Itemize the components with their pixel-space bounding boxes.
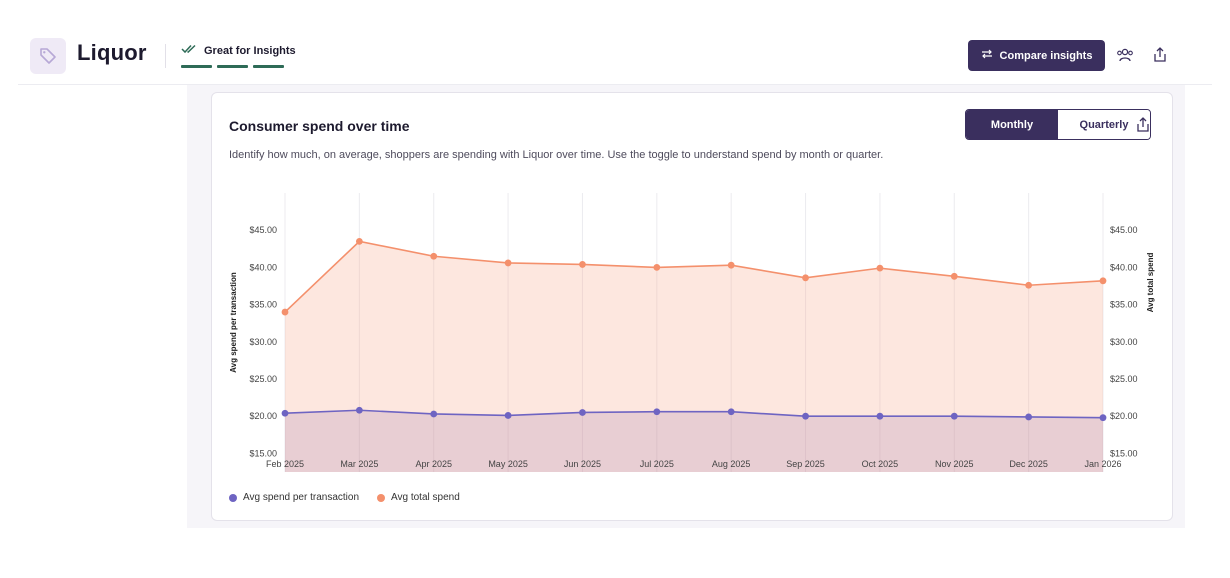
y-tick-label: $15.00 [1110, 448, 1138, 458]
area-transaction [285, 410, 1103, 472]
x-tick-label: Aug 2025 [712, 459, 751, 469]
data-point [1025, 281, 1033, 289]
insight-badge-label: Great for Insights [204, 44, 296, 57]
chart-areas [285, 241, 1103, 472]
rating-bar [253, 65, 284, 68]
right-y-axis-label: Avg total spend [1146, 253, 1155, 313]
data-point [430, 410, 438, 418]
insight-rating-bars [181, 65, 296, 68]
x-tick-label: Jan 2026 [1084, 459, 1121, 469]
data-point [579, 261, 586, 268]
data-point [727, 408, 735, 416]
x-tick-label: Feb 2025 [266, 459, 304, 469]
line-transaction [284, 409, 1104, 419]
header-divider [18, 84, 1212, 85]
data-point [355, 237, 363, 245]
data-point [653, 408, 661, 416]
y-tick-label: $15.00 [249, 448, 277, 458]
left-y-ticks: $15.00 $20.00 $25.00 $30.00 $35.00 $40.00 $45.… [249, 225, 277, 458]
insight-rating-badge: Great for Insights [181, 44, 296, 68]
data-point [1099, 277, 1107, 285]
y-tick-label: $20.00 [249, 411, 277, 421]
share-icon[interactable] [1150, 45, 1170, 65]
page-title: Liquor [77, 40, 147, 65]
audience-icon[interactable] [1115, 45, 1135, 65]
rating-bar [181, 65, 212, 68]
category-tag-icon [30, 38, 66, 74]
y-tick-label: $40.00 [249, 262, 277, 272]
y-tick-label: $45.00 [249, 225, 277, 235]
x-tick-label: Jun 2025 [564, 459, 601, 469]
y-tick-label: $35.00 [1110, 300, 1138, 310]
chart-lines [284, 240, 1104, 419]
compare-insights-button[interactable]: Compare insights [968, 40, 1105, 71]
quarterly-toggle-button[interactable]: Quarterly [1058, 110, 1150, 139]
y-tick-label: $25.00 [1110, 374, 1138, 384]
consumer-spend-card: Consumer spend over time Identify how mu… [211, 92, 1173, 521]
title-divider [165, 44, 166, 68]
y-tick-label: $45.00 [1110, 225, 1138, 235]
x-tick-label: Mar 2025 [340, 459, 378, 469]
legend-item-transaction[interactable]: Avg spend per transaction [229, 492, 359, 503]
left-y-axis-label: Avg spend per transaction [229, 272, 238, 373]
data-point [355, 406, 363, 414]
y-tick-label: $30.00 [249, 337, 277, 347]
compare-insights-label: Compare insights [999, 49, 1093, 62]
data-point [950, 272, 958, 280]
page-header: Liquor Great for Insights Compare insigh… [0, 0, 1230, 84]
x-tick-label: Sep 2025 [786, 459, 825, 469]
data-point [504, 412, 512, 419]
y-tick-label: $25.00 [249, 374, 277, 384]
data-point [504, 259, 512, 267]
data-point [802, 412, 809, 420]
x-tick-label: Oct 2025 [862, 459, 899, 469]
legend-item-total[interactable]: Avg total spend [377, 492, 460, 503]
y-tick-label: $35.00 [249, 300, 277, 310]
data-point [876, 412, 884, 420]
data-point [281, 308, 289, 316]
legend-dot [229, 493, 237, 502]
legend-label: Avg spend per transaction [243, 492, 360, 503]
data-point [802, 274, 809, 282]
data-point [950, 412, 958, 420]
period-toggle: Monthly Quarterly [965, 109, 1151, 140]
data-point [430, 252, 438, 260]
data-point [1025, 413, 1033, 421]
card-description: Identify how much, on average, shoppers … [229, 149, 884, 161]
rating-bar [217, 65, 248, 68]
chart-legend: Avg spend per transaction Avg total spen… [229, 492, 460, 503]
right-y-ticks: $15.00 $20.00 $25.00 $30.00 $35.00 $40.00 $45.… [1110, 225, 1138, 458]
x-tick-label: Nov 2025 [935, 459, 974, 469]
spend-chart: $15.00 $20.00 $25.00 $30.00 $35.00 $40.00 $45.… [229, 193, 1155, 472]
y-tick-label: $40.00 [1110, 262, 1138, 272]
x-tick-label: Dec 2025 [1009, 459, 1048, 469]
y-tick-label: $30.00 [1110, 337, 1138, 347]
x-tick-label: Jul 2025 [640, 459, 674, 469]
data-point [281, 409, 289, 417]
legend-label: Avg total spend [391, 492, 460, 503]
data-point [876, 264, 884, 272]
compare-arrows-icon [981, 49, 993, 62]
data-point [727, 261, 735, 269]
data-point [1099, 414, 1107, 422]
x-ticks: Feb 2025 Mar 2025 Apr 2025 May 2025 Jun 2025… [266, 459, 1122, 469]
chart-points [281, 237, 1107, 422]
data-point [579, 409, 586, 416]
x-tick-label: May 2025 [488, 459, 528, 469]
data-point [653, 264, 661, 271]
x-tick-label: Apr 2025 [415, 459, 452, 469]
card-title: Consumer spend over time [229, 118, 410, 134]
chart-share-icon[interactable] [1133, 115, 1153, 135]
monthly-toggle-button[interactable]: Monthly [966, 110, 1058, 139]
y-tick-label: $20.00 [1110, 411, 1138, 421]
double-check-icon [181, 44, 198, 57]
legend-dot [377, 493, 386, 502]
line-total [284, 240, 1104, 313]
